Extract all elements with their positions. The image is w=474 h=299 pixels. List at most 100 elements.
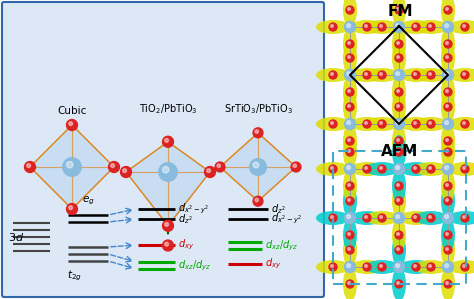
Circle shape: [346, 215, 351, 219]
Ellipse shape: [316, 162, 350, 176]
Circle shape: [378, 165, 386, 173]
Circle shape: [396, 24, 400, 28]
Ellipse shape: [441, 75, 455, 109]
Text: Cubic: Cubic: [57, 106, 87, 116]
Circle shape: [346, 137, 354, 145]
Circle shape: [347, 233, 350, 235]
Circle shape: [412, 263, 420, 271]
Circle shape: [428, 25, 431, 28]
Circle shape: [66, 204, 77, 214]
Ellipse shape: [365, 260, 399, 274]
Circle shape: [461, 165, 469, 173]
Circle shape: [347, 105, 350, 107]
Circle shape: [109, 161, 119, 173]
Circle shape: [414, 265, 416, 267]
Ellipse shape: [343, 90, 357, 124]
Circle shape: [443, 213, 454, 223]
Text: $d_{xy}$: $d_{xy}$: [178, 238, 194, 252]
Text: $t_{2g}$: $t_{2g}$: [67, 269, 82, 283]
Circle shape: [346, 197, 354, 205]
Circle shape: [393, 262, 404, 272]
Circle shape: [345, 22, 356, 33]
Ellipse shape: [441, 124, 455, 158]
Ellipse shape: [441, 184, 455, 218]
Circle shape: [378, 120, 386, 128]
Circle shape: [395, 54, 403, 62]
Circle shape: [365, 73, 367, 75]
Circle shape: [395, 246, 403, 254]
Circle shape: [345, 118, 356, 129]
Ellipse shape: [441, 233, 455, 267]
Circle shape: [446, 233, 448, 235]
Circle shape: [397, 56, 400, 58]
Circle shape: [345, 213, 356, 223]
Text: $d_{xy}$: $d_{xy}$: [265, 257, 281, 271]
Circle shape: [428, 122, 431, 124]
Circle shape: [346, 246, 354, 254]
Circle shape: [205, 167, 216, 178]
Ellipse shape: [365, 68, 399, 82]
Circle shape: [347, 282, 350, 284]
Ellipse shape: [343, 124, 357, 158]
Circle shape: [347, 7, 350, 10]
Circle shape: [444, 280, 452, 288]
Circle shape: [397, 7, 400, 10]
Circle shape: [446, 42, 448, 44]
Ellipse shape: [343, 27, 357, 61]
Circle shape: [443, 22, 454, 33]
Circle shape: [378, 214, 386, 222]
Circle shape: [463, 122, 465, 124]
Circle shape: [207, 169, 210, 173]
Ellipse shape: [392, 27, 406, 61]
Circle shape: [463, 216, 465, 218]
Circle shape: [365, 216, 367, 218]
Ellipse shape: [316, 211, 350, 225]
Ellipse shape: [343, 135, 357, 169]
Circle shape: [463, 25, 465, 28]
Circle shape: [397, 282, 400, 284]
Circle shape: [69, 122, 73, 126]
Circle shape: [444, 148, 452, 156]
Circle shape: [428, 167, 431, 170]
Ellipse shape: [448, 20, 474, 34]
Circle shape: [363, 120, 371, 128]
Circle shape: [346, 72, 351, 76]
Circle shape: [329, 214, 337, 222]
Ellipse shape: [414, 117, 448, 131]
Circle shape: [446, 248, 448, 250]
Ellipse shape: [441, 218, 455, 252]
Circle shape: [380, 216, 383, 218]
Text: $d_{xz}/d_{yz}$: $d_{xz}/d_{yz}$: [265, 239, 298, 253]
Circle shape: [461, 120, 469, 128]
Bar: [330, 8, 468, 136]
Circle shape: [363, 214, 371, 222]
Circle shape: [330, 216, 333, 218]
Circle shape: [329, 165, 337, 173]
Circle shape: [446, 56, 448, 58]
Ellipse shape: [343, 267, 357, 299]
Circle shape: [217, 164, 220, 167]
Circle shape: [445, 24, 448, 28]
Ellipse shape: [392, 218, 406, 252]
Circle shape: [414, 73, 416, 75]
Circle shape: [461, 214, 469, 222]
Text: $3d$: $3d$: [8, 231, 24, 243]
Ellipse shape: [343, 75, 357, 109]
Circle shape: [329, 263, 337, 271]
Circle shape: [165, 138, 169, 142]
Circle shape: [347, 90, 350, 92]
Ellipse shape: [392, 184, 406, 218]
Circle shape: [427, 214, 435, 222]
Circle shape: [414, 216, 416, 218]
Circle shape: [380, 73, 383, 75]
Circle shape: [347, 199, 350, 202]
Ellipse shape: [399, 162, 433, 176]
Ellipse shape: [441, 169, 455, 203]
Circle shape: [253, 128, 263, 138]
Circle shape: [446, 105, 448, 107]
Circle shape: [393, 69, 404, 80]
Circle shape: [428, 216, 431, 218]
Circle shape: [165, 242, 169, 246]
Circle shape: [330, 25, 333, 28]
Circle shape: [395, 137, 403, 145]
